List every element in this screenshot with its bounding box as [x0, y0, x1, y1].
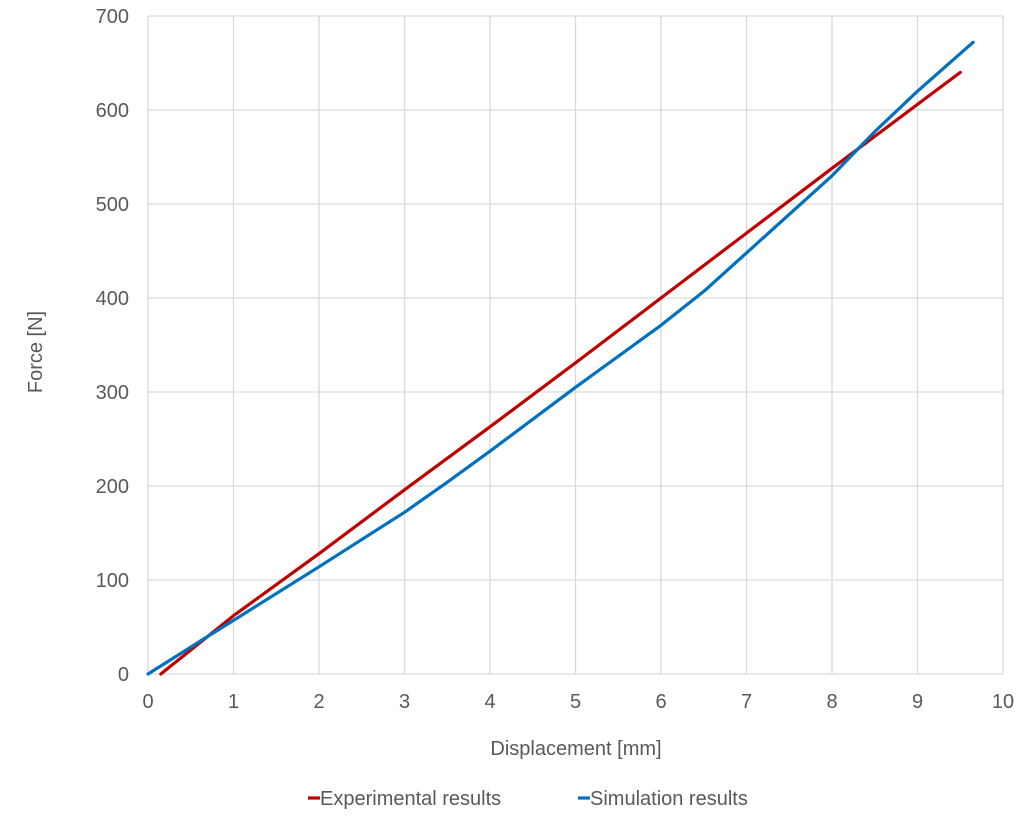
y-axis-title: Force [N] [25, 311, 47, 393]
y-tick-label-3: 300 [96, 382, 129, 404]
x-tick-label-4: 4 [484, 691, 495, 713]
x-tick-label-7: 7 [741, 691, 752, 713]
x-tick-label-2: 2 [313, 691, 324, 713]
series-lines [146, 40, 975, 676]
x-tick-label-8: 8 [826, 691, 837, 713]
x-tick-label-0: 0 [142, 691, 153, 713]
grid-lines [147, 15, 1004, 675]
x-axis-ticks: 0 1 2 3 4 5 6 7 8 9 10 [142, 691, 1014, 713]
y-axis-ticks: 0 100 200 300 400 500 600 700 [96, 6, 129, 686]
x-tick-label-5: 5 [570, 691, 581, 713]
x-axis-title: Displacement [mm] [490, 738, 661, 760]
x-tick-label-1: 1 [228, 691, 239, 713]
series-line-0 [159, 70, 962, 676]
legend: Experimental results Simulation results [308, 788, 748, 810]
series-line-1 [146, 40, 975, 676]
legend-label-1: Simulation results [590, 788, 748, 810]
x-tick-label-3: 3 [399, 691, 410, 713]
y-tick-label-5: 500 [96, 194, 129, 216]
x-tick-label-9: 9 [912, 691, 923, 713]
x-tick-label-10: 10 [992, 691, 1014, 713]
y-tick-label-7: 700 [96, 6, 129, 28]
y-tick-label-6: 600 [96, 100, 129, 122]
y-tick-label-2: 200 [96, 476, 129, 498]
x-tick-label-6: 6 [655, 691, 666, 713]
y-tick-label-1: 100 [96, 570, 129, 592]
legend-label-0: Experimental results [320, 788, 501, 810]
y-tick-label-4: 400 [96, 288, 129, 310]
y-tick-label-0: 0 [118, 664, 129, 686]
